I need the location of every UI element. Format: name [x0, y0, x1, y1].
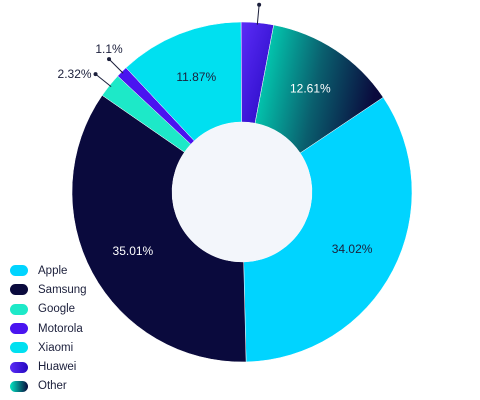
callout-line-google — [95, 73, 112, 88]
legend-swatch-huawei — [10, 361, 28, 373]
legend: Apple Samsung Google Motorola Xiaomi Huawei Ot… — [10, 261, 87, 396]
legend-swatch-apple — [10, 265, 28, 277]
legend-label-other: Other — [38, 380, 67, 393]
legend-item-xiaomi: Xiaomi — [10, 338, 87, 357]
value-label-samsung: 35.01% — [113, 244, 154, 258]
legend-swatch-samsung — [10, 284, 28, 296]
legend-item-motorola: Motorola — [10, 319, 87, 338]
legend-label-apple: Apple — [38, 264, 68, 277]
legend-item-huawei: Huawei — [10, 357, 87, 376]
legend-swatch-google — [10, 303, 28, 315]
callout-dot-motorola — [107, 57, 112, 62]
legend-item-apple: Apple — [10, 261, 87, 280]
value-label-apple: 34.02% — [332, 242, 373, 256]
value-label-other: 12.61% — [290, 82, 331, 96]
slices-group — [71, 21, 413, 363]
value-label-huawei: 3.07% — [242, 0, 276, 2]
value-label-google: 2.32% — [58, 67, 92, 81]
legend-swatch-motorola — [10, 323, 28, 335]
legend-label-samsung: Samsung — [38, 283, 87, 296]
callout-dot-huawei — [257, 2, 262, 7]
legend-label-xiaomi: Xiaomi — [38, 341, 74, 354]
donut-hole — [172, 122, 312, 262]
legend-item-samsung: Samsung — [10, 280, 87, 299]
callout-dot-google — [93, 72, 98, 77]
callout-line-motorola — [108, 58, 124, 74]
legend-item-other: Other — [10, 377, 87, 396]
value-label-xiaomi: 11.87% — [176, 70, 216, 84]
legend-swatch-other — [10, 380, 28, 392]
legend-label-huawei: Huawei — [38, 361, 77, 374]
legend-swatch-xiaomi — [10, 342, 28, 354]
labels-group: 34.02% 35.01% 2.32%1.1% 11.87% 3.07% 12.61% — [58, 0, 373, 258]
legend-item-google: Google — [10, 300, 87, 319]
value-label-motorola: 1.1% — [95, 42, 123, 56]
callout-line-huawei — [256, 4, 260, 25]
legend-label-google: Google — [38, 303, 76, 316]
legend-label-motorola: Motorola — [38, 322, 83, 335]
